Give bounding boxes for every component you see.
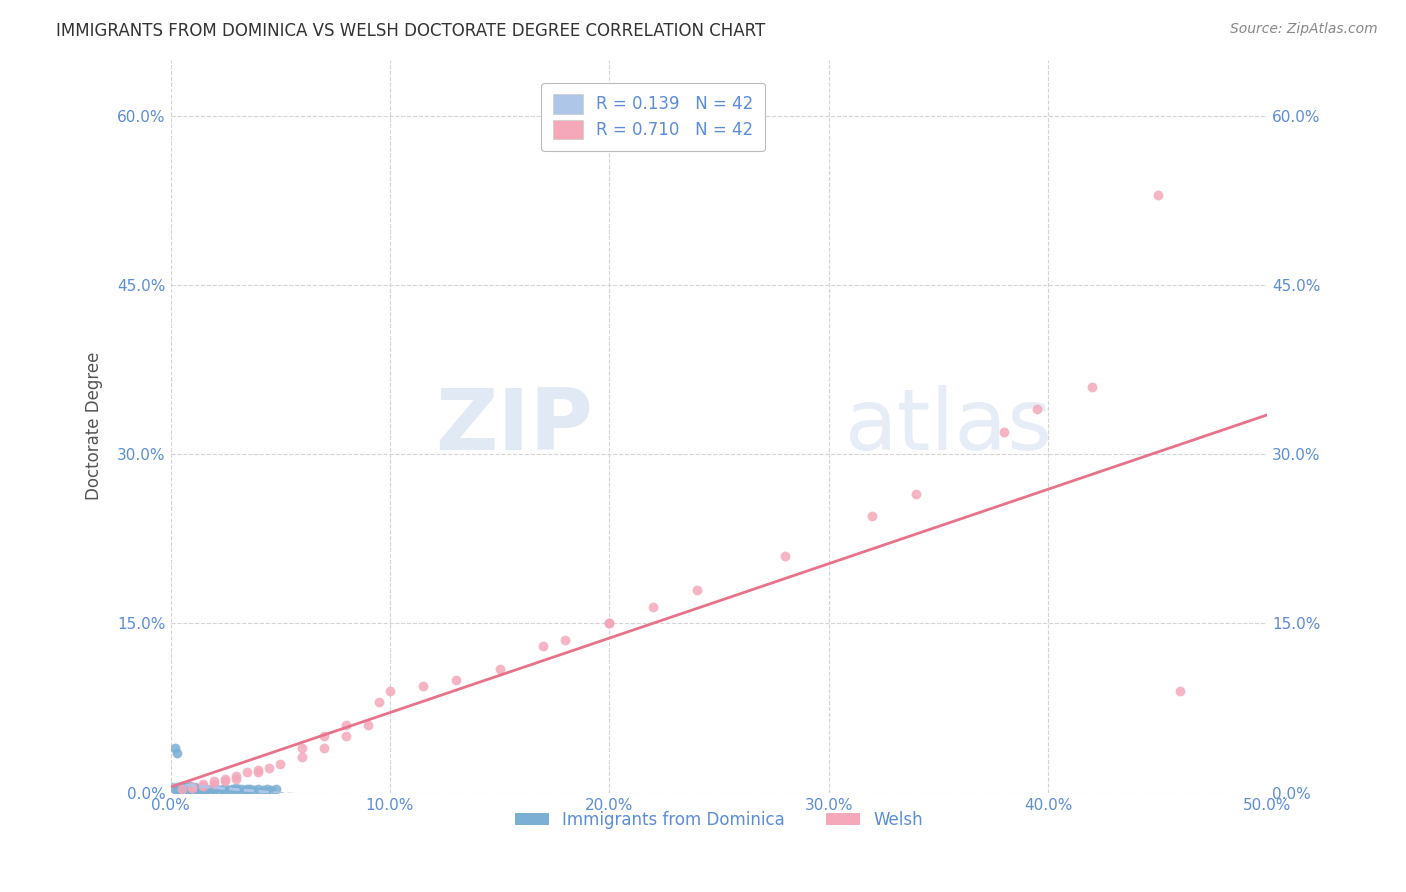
Point xyxy=(225,783,247,797)
Point xyxy=(169,782,191,797)
Point xyxy=(243,783,266,797)
Point xyxy=(193,777,215,791)
Point xyxy=(259,761,281,775)
Point xyxy=(166,783,188,797)
Point xyxy=(335,729,357,743)
Point xyxy=(291,740,314,755)
Point xyxy=(554,633,576,648)
Point xyxy=(686,582,709,597)
Point xyxy=(444,673,467,687)
Point xyxy=(314,740,336,755)
Point xyxy=(598,616,620,631)
Point xyxy=(170,779,193,793)
Point xyxy=(181,781,204,796)
Point xyxy=(183,780,205,794)
Text: IMMIGRANTS FROM DOMINICA VS WELSH DOCTORATE DEGREE CORRELATION CHART: IMMIGRANTS FROM DOMINICA VS WELSH DOCTOR… xyxy=(56,22,765,40)
Point xyxy=(190,782,212,797)
Point xyxy=(862,509,884,524)
Point xyxy=(166,780,188,794)
Point xyxy=(533,639,555,653)
Point xyxy=(412,679,434,693)
Point xyxy=(643,599,665,614)
Point xyxy=(163,740,186,755)
Point xyxy=(368,695,391,709)
Point xyxy=(166,746,188,760)
Point xyxy=(221,782,243,797)
Point xyxy=(193,783,215,797)
Point xyxy=(212,782,235,797)
Point xyxy=(181,780,204,794)
Point xyxy=(170,782,193,797)
Point xyxy=(225,769,247,783)
Point xyxy=(598,616,620,631)
Point xyxy=(193,779,215,793)
Point xyxy=(236,782,259,797)
Point xyxy=(1168,684,1191,698)
Point xyxy=(264,782,287,797)
Point xyxy=(488,662,510,676)
Point xyxy=(186,782,208,797)
Point xyxy=(208,783,231,797)
Point xyxy=(247,765,270,780)
Point xyxy=(204,777,226,791)
Point xyxy=(225,781,247,796)
Text: atlas: atlas xyxy=(845,384,1053,467)
Point xyxy=(173,782,195,797)
Point xyxy=(238,782,260,797)
Point xyxy=(378,684,401,698)
Point xyxy=(252,783,274,797)
Point xyxy=(1026,402,1049,417)
Text: ZIP: ZIP xyxy=(434,384,593,467)
Point xyxy=(269,757,291,772)
Point xyxy=(314,729,336,743)
Point xyxy=(773,549,796,563)
Point xyxy=(204,774,226,789)
Point xyxy=(291,749,314,764)
Point xyxy=(183,783,205,797)
Point xyxy=(174,780,197,794)
Point xyxy=(260,783,283,797)
Point xyxy=(177,782,200,797)
Point xyxy=(204,782,226,797)
Point xyxy=(256,782,278,797)
Point xyxy=(225,772,247,786)
Y-axis label: Doctorate Degree: Doctorate Degree xyxy=(86,352,103,500)
Point xyxy=(194,782,217,797)
Point xyxy=(163,782,186,797)
Point xyxy=(214,772,236,786)
Text: Source: ZipAtlas.com: Source: ZipAtlas.com xyxy=(1230,22,1378,37)
Point xyxy=(236,765,259,780)
Point xyxy=(1146,188,1168,202)
Point xyxy=(179,779,201,793)
Point xyxy=(335,718,357,732)
Point xyxy=(217,783,239,797)
Point xyxy=(247,763,270,777)
Point xyxy=(204,781,226,796)
Point xyxy=(174,783,197,797)
Point xyxy=(357,718,380,732)
Point xyxy=(188,783,211,797)
Point xyxy=(247,782,270,797)
Legend: Immigrants from Dominica, Welsh: Immigrants from Dominica, Welsh xyxy=(509,805,929,836)
Point xyxy=(198,783,221,797)
Point xyxy=(905,487,928,501)
Point xyxy=(214,782,236,797)
Point xyxy=(214,774,236,789)
Point xyxy=(181,782,204,797)
Point xyxy=(233,783,256,797)
Point xyxy=(1081,379,1104,393)
Point xyxy=(179,783,201,797)
Point xyxy=(229,782,252,797)
Point xyxy=(170,783,193,797)
Point xyxy=(993,425,1015,439)
